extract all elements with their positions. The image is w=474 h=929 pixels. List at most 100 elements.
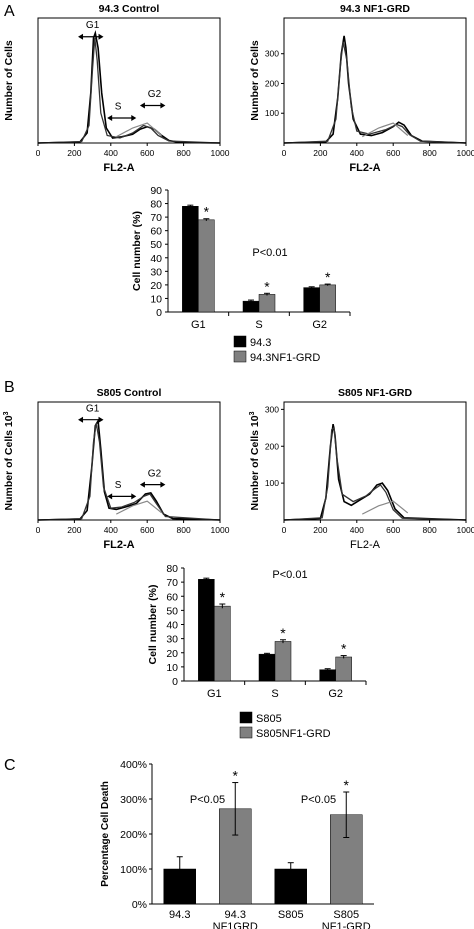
bar_943-significance-mark: * (204, 204, 210, 220)
bar_s805-ytick-label: 0 (172, 676, 178, 688)
hist_s805_nf1-ylabel: Number of Cells 103 (249, 411, 261, 510)
hist_943_nf1-xtick-label: 1000 (457, 148, 474, 158)
hist_s805_control-xtick-label: 200 (67, 525, 81, 535)
bar_943-category-label: S (255, 319, 262, 331)
bar_943-legend-label: 94.3NF1-GRD (250, 352, 320, 364)
bar_943-legend-swatch (233, 350, 247, 363)
bar_s805-significance-mark: * (220, 589, 226, 605)
bar_death-ytick-label: 100% (120, 864, 147, 876)
bar_s805-legend-swatch (239, 726, 253, 739)
bar_s805-bar-S805-G2 (319, 669, 336, 682)
hist_s805_control-arrow-g1-head-right (98, 416, 104, 423)
hist_s805_control-xlabel: FL2-A (103, 539, 134, 551)
hist_943_nf1-series-1 (283, 41, 467, 144)
hist_s805_nf1-title: S805 NF1-GRD (338, 387, 413, 399)
bar_death-ylabel: Percentage Cell Death (100, 781, 111, 887)
hist_943_control-arrow-g2 (139, 102, 166, 109)
bar_death-category-label: 94.3 NF1GRD (213, 909, 258, 929)
bar_943-ytick-label: 70 (150, 212, 162, 224)
bar_943-significance-mark: * (264, 278, 270, 294)
bar_s805-category-label: G1 (207, 688, 222, 700)
hist_s805_control-ylabel: Number of Cells 103 (3, 411, 15, 510)
bar_943-bar-94.3-G2 (303, 287, 320, 313)
bar_943-bar-94.3NF1-GRD-S (258, 294, 276, 313)
bar_s805-bar-S805NF1-GRD-S (274, 641, 292, 682)
hist_s805_nf1-xtick-label: 1000 (457, 525, 474, 535)
hist_s805_control-xtick-label: 600 (140, 525, 154, 535)
bar_s805-ytick-label: 60 (166, 591, 178, 603)
hist_s805_control-arrow-g2 (139, 481, 166, 488)
hist_s805_control-ann-g1: G1 (86, 403, 100, 414)
hist_s805_control-ylabel-superscript: 3 (3, 411, 10, 415)
hist_s805_control-xtick-label: 800 (177, 525, 191, 535)
hist_943_control-xtick-label: 1000 (211, 148, 230, 158)
hist_s805_control-plot-frame (37, 401, 221, 521)
hist_s805_nf1-xtick-label: 0 (282, 525, 287, 535)
hist_943_control-xtick-label: 800 (177, 148, 191, 158)
bar_943-category-label: G2 (312, 319, 327, 331)
hist_s805_nf1-series-0 (283, 423, 467, 521)
hist_943_control-xtick-label: 200 (67, 148, 81, 158)
hist_s805_control-series-1 (37, 423, 221, 521)
bar_death-annotation-2: P<0.05 (301, 794, 336, 806)
bar_943-legend-label: 94.3 (250, 337, 271, 349)
bar_death-ytick-label: 300% (120, 794, 147, 806)
bar_s805-significance-mark: * (341, 641, 347, 657)
hist_943_control-xtick-label: 600 (140, 148, 154, 158)
bar_death-significance-mark: * (233, 768, 239, 784)
hist_s805_control-arrow-g2-head-right (160, 481, 166, 488)
bar_s805-bar-S805NF1-GRD-G1 (214, 605, 231, 682)
bar_943-bar-94.3-G1 (182, 206, 199, 313)
panel-label-c: C (4, 757, 16, 774)
bar_s805-significance-mark: * (280, 625, 286, 641)
hist_s805_control-arrow-g1-head-left (78, 416, 84, 423)
hist_943_control-arrow-g1-head-left (78, 33, 84, 40)
bar_s805-legend-label: S805 (256, 713, 282, 725)
hist_943_control-xtick-label: 0 (36, 148, 41, 158)
bar_s805-bar-S805-G1 (198, 579, 215, 682)
bar_943-bar-94.3NF1-GRD-G1 (198, 219, 215, 313)
hist_943_control-ann-g2: G2 (148, 89, 162, 100)
hist_943_nf1-xtick-label: 400 (350, 148, 364, 158)
hist_943_control-arrow-g2-head-right (160, 102, 166, 109)
bar_943-ytick-label: 0 (156, 307, 162, 319)
bar_943-category-label: G1 (191, 319, 206, 331)
bar_943-ytick-label: 90 (150, 185, 162, 197)
panel-label-a: A (4, 3, 15, 20)
hist_s805_control-ann-s: S (115, 480, 122, 491)
bar_s805-bar-S805-S (258, 653, 276, 682)
bar_s805-ytick-label: 70 (166, 577, 178, 589)
hist_s805_control-arrow-s-head-right (131, 493, 137, 500)
bar_s805-category-label: S (271, 688, 278, 700)
bar_death-category-label-line: NF1-GRD (322, 921, 371, 929)
bar_943-ytick-label: 10 (150, 293, 162, 305)
hist_943_control-title: 94.3 Control (99, 3, 160, 15)
hist_943_control-plot-frame (37, 17, 221, 144)
hist_943_control-arrow-g2-head-left (139, 102, 145, 109)
hist_943_nf1-ylabel: Number of Cells (249, 40, 261, 121)
hist_943_control-series-1 (37, 37, 221, 144)
bar_death-category-label: 94.3 (169, 909, 190, 921)
bar_death-ytick-label: 200% (120, 829, 147, 841)
bar_s805-ytick-label: 10 (166, 662, 178, 674)
hist_943_control-series-0 (37, 29, 221, 144)
hist_943_nf1-plot-frame (283, 17, 467, 144)
hist_s805_nf1-xlabel: FL2-A (350, 539, 381, 551)
bar_943-ytick-label: 20 (150, 280, 162, 292)
bar_death-significance-mark: * (344, 777, 350, 793)
bar_s805-ytick-label: 50 (166, 605, 178, 617)
hist_943_control-arrow-s-head-left (107, 115, 113, 121)
hist_s805_nf1-series-1 (283, 426, 467, 521)
bar_death-category-label-line: NF1GRD (213, 921, 258, 929)
hist_943_nf1-series-0 (283, 35, 467, 144)
bar_death-category-label-line: 94.3 (225, 909, 246, 921)
hist_s805_control-arrow-s (107, 493, 137, 500)
hist_943_nf1-xtick-label: 0 (282, 148, 287, 158)
bar_s805-category-label: G2 (328, 688, 343, 700)
hist_943_nf1-ytick-label: 200 (265, 78, 279, 88)
hist_943_nf1-ytick-label: 300 (265, 49, 279, 59)
bar_death-annotation-1: P<0.05 (190, 794, 225, 806)
bar_s805-annotation: P<0.01 (272, 569, 307, 581)
bar_death-category-label-line: S805 (278, 909, 304, 921)
hist_s805_nf1-xtick-label: 600 (386, 525, 400, 535)
